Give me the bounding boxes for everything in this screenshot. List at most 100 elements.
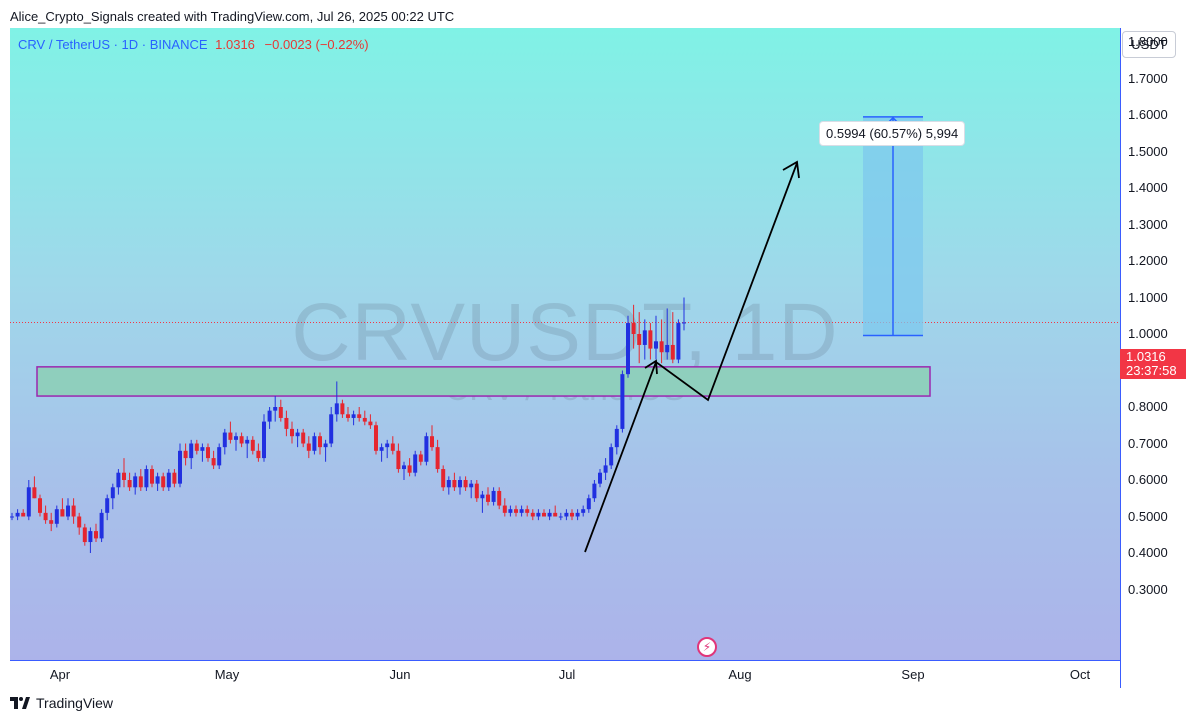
candle-body <box>284 417 289 429</box>
candle-body <box>581 509 586 513</box>
candle-body <box>306 443 311 451</box>
candle-body <box>469 483 474 488</box>
candle-body <box>318 436 322 448</box>
candle-body <box>642 330 647 345</box>
candle-body <box>183 450 188 459</box>
candle-body <box>105 498 110 513</box>
candle-body <box>340 403 345 415</box>
candle-body <box>94 531 98 539</box>
candle-body <box>71 505 76 517</box>
candle-body <box>682 322 686 324</box>
candle-body <box>525 509 530 513</box>
candle-body <box>614 428 619 448</box>
candle-body <box>239 436 244 444</box>
candle-body <box>592 483 597 499</box>
candle-body <box>278 407 283 418</box>
candle-body <box>273 407 278 411</box>
candle-body <box>133 476 138 488</box>
candle-body <box>570 512 574 517</box>
candle-body <box>390 443 395 451</box>
candle-body <box>430 436 434 448</box>
symbol-watermark: CRVUSDT, 1D <box>291 287 839 378</box>
candle-body <box>10 516 14 518</box>
candle-body <box>452 480 457 488</box>
currency-button[interactable]: USDT <box>1122 31 1176 58</box>
candle-body <box>194 443 199 451</box>
candle-body <box>413 454 418 473</box>
candle-body <box>418 454 423 462</box>
candle-body <box>424 436 429 462</box>
candle-body <box>586 498 591 510</box>
candle-body <box>262 421 266 459</box>
candle-body <box>486 494 490 502</box>
price-tick-label: 1.5000 <box>1128 143 1168 159</box>
candle-body <box>435 447 440 470</box>
candle-body <box>558 516 563 518</box>
candle-body <box>211 458 216 466</box>
candle-body <box>66 505 70 517</box>
candle-body <box>217 447 222 466</box>
candle-body <box>301 432 306 444</box>
candle-body <box>659 341 664 353</box>
candle-body <box>144 469 149 488</box>
time-tick-label: Sep <box>901 667 925 682</box>
candle-body <box>178 450 182 484</box>
candle-body <box>32 487 37 499</box>
candle-body <box>60 509 65 517</box>
candle-body <box>542 512 546 517</box>
price-tick-label: 1.0000 <box>1128 326 1168 341</box>
candle-body <box>21 512 26 517</box>
candle-body <box>648 330 653 349</box>
candle-body <box>245 439 250 444</box>
candle-body <box>670 344 675 360</box>
price-tick-label: 1.8000 <box>1128 34 1168 49</box>
time-axis[interactable] <box>10 660 1120 689</box>
candle-body <box>228 432 233 440</box>
price-tick-label: 0.3000 <box>1128 581 1168 597</box>
symbol-legend[interactable]: CRV / TetherUS · 1D · BINANCE 1.0316 −0.… <box>18 37 369 52</box>
footer-brand[interactable]: TradingView <box>10 695 113 711</box>
candle-body <box>116 472 121 488</box>
candle-body <box>609 447 614 466</box>
price-tick-label: 0.5000 <box>1128 508 1168 524</box>
candle-body <box>502 505 507 513</box>
candle-body <box>206 447 210 459</box>
candle-body <box>362 417 367 422</box>
candle-body <box>626 323 630 375</box>
price-tick-label: 0.7000 <box>1128 435 1168 451</box>
price-tick-label: 1.6000 <box>1128 107 1168 122</box>
last-price-value: 1.0316 <box>1126 349 1166 364</box>
price-tick-label: 0.8000 <box>1128 399 1168 414</box>
candle-body <box>351 414 356 418</box>
candle-body <box>250 439 255 451</box>
candle-body <box>110 487 115 499</box>
candle-body <box>329 414 334 444</box>
projection-path <box>584 162 798 553</box>
support-zone <box>36 366 931 397</box>
candle-body <box>295 432 300 437</box>
price-tick-label: 0.6000 <box>1128 472 1168 487</box>
lightning-icon[interactable]: ⚡ <box>697 637 717 657</box>
candle-body <box>200 447 205 451</box>
bar-countdown: 23:37:58 <box>1126 363 1177 378</box>
candle-body <box>654 341 658 349</box>
candle-body <box>334 403 339 415</box>
candle-body <box>514 509 518 513</box>
candle-body <box>530 512 535 517</box>
candle-body <box>379 447 384 451</box>
price-tick-label: 1.1000 <box>1128 289 1168 305</box>
time-tick-label: May <box>214 667 240 682</box>
candle-body <box>161 476 166 488</box>
candle-body <box>43 512 48 521</box>
candle-body <box>575 512 580 517</box>
candle-body <box>446 480 451 488</box>
candle-body <box>547 512 552 517</box>
time-tick-label: Aug <box>728 667 752 682</box>
candle-body <box>234 436 238 440</box>
candle-body <box>598 472 602 484</box>
candle-body <box>172 472 177 484</box>
symbol-pair[interactable]: CRV / TetherUS · 1D · BINANCE <box>18 37 208 52</box>
time-tick-label: Jul <box>558 667 576 682</box>
candle-body <box>665 344 670 353</box>
price-tick-label: 1.2000 <box>1128 253 1168 268</box>
